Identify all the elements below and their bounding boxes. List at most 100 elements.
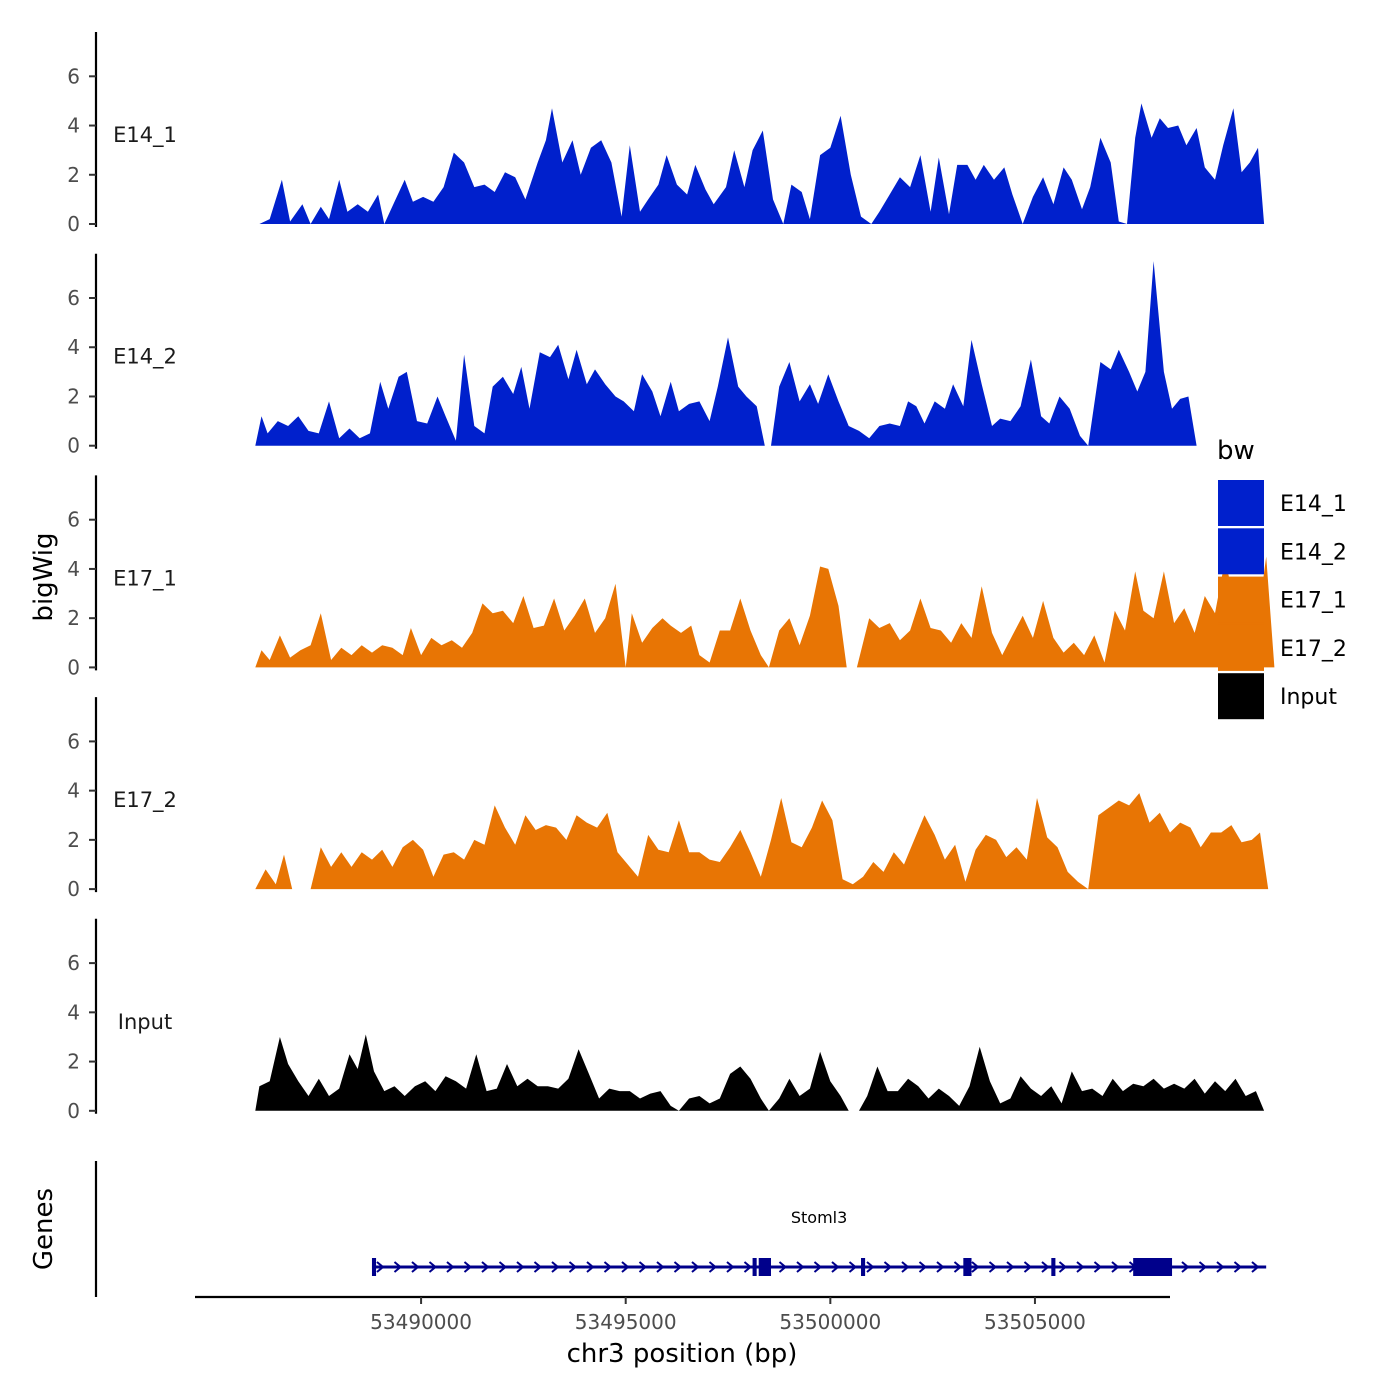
strand-arrow xyxy=(796,1261,805,1273)
legend-label: E17_2 xyxy=(1280,637,1347,662)
strand-arrow xyxy=(621,1261,630,1273)
strand-arrow xyxy=(428,1261,438,1273)
strand-arrow xyxy=(1076,1261,1085,1273)
signal-area-input xyxy=(255,1034,1265,1111)
y-tick-label: 6 xyxy=(67,64,80,88)
y-tick-label: 2 xyxy=(67,1050,80,1074)
legend-swatch xyxy=(1218,528,1264,575)
y-tick-label: 4 xyxy=(67,557,80,581)
strand-arrow xyxy=(656,1261,665,1273)
strand-arrow xyxy=(831,1261,840,1273)
strand-arrow xyxy=(743,1261,753,1273)
strand-arrow xyxy=(568,1261,578,1273)
legend-swatch xyxy=(1218,576,1264,623)
y-tick-label: 2 xyxy=(67,606,80,630)
strand-arrow xyxy=(988,1261,998,1273)
strand-arrow xyxy=(498,1261,508,1273)
legend-swatch xyxy=(1218,624,1264,671)
exon xyxy=(758,1258,771,1276)
exon xyxy=(371,1258,377,1276)
x-tick-label: 53490000 xyxy=(370,1310,472,1334)
track-label: E14_2 xyxy=(113,345,177,370)
strand-arrow xyxy=(516,1261,525,1273)
x-tick-label: 53500000 xyxy=(779,1310,881,1334)
y-tick-label: 0 xyxy=(67,655,80,679)
y-tick-label: 2 xyxy=(67,828,80,852)
strand-arrow xyxy=(1093,1261,1103,1273)
strand-arrow xyxy=(918,1261,928,1273)
legend: bw E14_1 E14_2 E17_1 E17_2 Input xyxy=(1217,436,1347,720)
legend-swatch xyxy=(1218,673,1264,720)
strand-arrow xyxy=(411,1261,420,1273)
strand-arrow xyxy=(848,1261,858,1273)
strand-arrow xyxy=(673,1261,683,1273)
x-tick-label: 53505000 xyxy=(984,1310,1086,1334)
y-tick-label: 6 xyxy=(67,286,80,310)
y-tick-label: 2 xyxy=(67,163,80,187)
strand-arrow xyxy=(1111,1261,1120,1273)
x-tick-label: 53495000 xyxy=(575,1310,677,1334)
strand-arrow xyxy=(866,1261,875,1273)
strand-arrow xyxy=(446,1261,455,1273)
strand-arrow xyxy=(481,1261,490,1273)
y-tick-label: 6 xyxy=(67,729,80,753)
track-label: E17_2 xyxy=(113,788,177,813)
track-input: 0 2 4 6 Input xyxy=(67,918,1265,1123)
track-label: E14_1 xyxy=(113,123,177,148)
y-tick-label: 4 xyxy=(67,335,80,359)
strand-arrow xyxy=(726,1261,735,1273)
strand-arrow xyxy=(376,1261,385,1273)
strand-arrow xyxy=(463,1261,473,1273)
track-label: E17_1 xyxy=(113,566,177,591)
signal-area-e14-2 xyxy=(255,261,1197,446)
strand-arrow xyxy=(1181,1261,1190,1273)
strand-arrow xyxy=(708,1261,718,1273)
strand-arrow xyxy=(603,1261,613,1273)
strand-arrow xyxy=(1233,1261,1243,1273)
y-tick-label: 4 xyxy=(67,114,80,138)
strand-arrow xyxy=(638,1261,648,1273)
exon xyxy=(861,1258,866,1276)
strand-arrow xyxy=(936,1261,945,1273)
y-tick-label: 4 xyxy=(67,1000,80,1024)
strand-arrow xyxy=(901,1261,910,1273)
legend-title: bw xyxy=(1217,436,1255,466)
legend-label: Input xyxy=(1280,685,1337,710)
y-tick-label: 2 xyxy=(67,384,80,408)
strand-arrow xyxy=(1041,1261,1050,1273)
strand-arrow xyxy=(953,1261,963,1273)
exon xyxy=(1051,1258,1056,1276)
track-e14-1: 0 2 4 6 E14_1 xyxy=(67,32,1265,236)
strand-arrow xyxy=(691,1261,700,1273)
y-tick-label: 4 xyxy=(67,779,80,803)
exon xyxy=(752,1258,757,1276)
strand-arrow xyxy=(1198,1261,1208,1273)
legend-swatch xyxy=(1218,480,1264,526)
strand-arrow xyxy=(1251,1261,1260,1273)
signal-area-e17-1 xyxy=(255,556,1275,668)
strand-arrow xyxy=(551,1261,560,1273)
strand-arrow xyxy=(1023,1261,1033,1273)
legend-label: E14_2 xyxy=(1280,540,1347,565)
y-tick-label: 0 xyxy=(67,212,80,236)
track-e14-2: 0 2 4 6 E14_2 xyxy=(67,253,1197,458)
y-tick-label: 0 xyxy=(67,1099,80,1123)
strand-arrow xyxy=(883,1261,893,1273)
signal-area-e14-1 xyxy=(259,103,1265,224)
x-axis: 53490000 53495000 53500000 53505000 xyxy=(195,1295,1170,1334)
strand-arrow xyxy=(971,1261,980,1273)
strand-arrow xyxy=(1058,1261,1068,1273)
exon xyxy=(1133,1258,1173,1276)
gene-model xyxy=(371,1258,1267,1276)
track-e17-2: 0 2 4 6 E17_2 xyxy=(67,697,1269,901)
strand-arrow xyxy=(1006,1261,1015,1273)
y-tick-label: 0 xyxy=(67,434,80,458)
strand-arrow xyxy=(533,1261,543,1273)
strand-arrow xyxy=(778,1261,788,1273)
track-e17-1: 0 2 4 6 E17_1 xyxy=(67,475,1275,679)
strand-arrow xyxy=(813,1261,823,1273)
signal-area-e17-2 xyxy=(255,793,1269,890)
legend-label: E14_1 xyxy=(1280,492,1347,517)
y-tick-label: 6 xyxy=(67,951,80,975)
